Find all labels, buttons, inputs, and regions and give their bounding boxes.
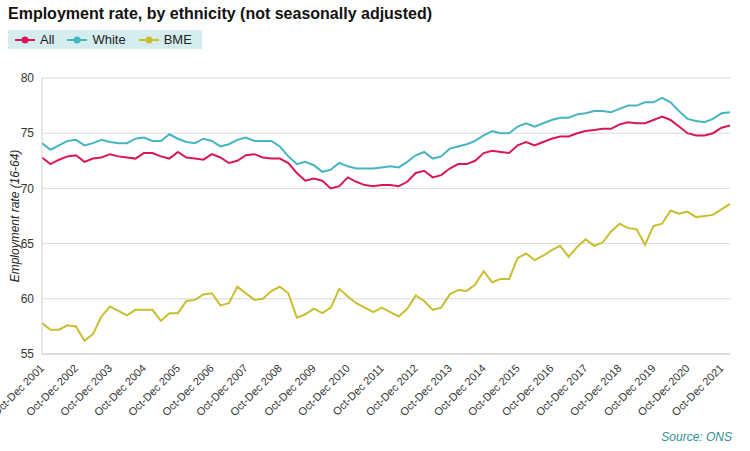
svg-text:Oct-Dec 2013: Oct-Dec 2013 — [397, 361, 454, 419]
html-text:BME: BME — [163, 32, 192, 47]
svg-text:Oct-Dec 2004: Oct-Dec 2004 — [91, 361, 149, 419]
svg-text:Employment rate (16-64): Employment rate (16-64) — [8, 150, 22, 283]
svg-text:Oct-Dec 2008: Oct-Dec 2008 — [227, 361, 285, 419]
svg-text:55: 55 — [21, 347, 35, 361]
svg-text:Oct-Dec 2018: Oct-Dec 2018 — [567, 361, 624, 419]
svg-text:Oct-Dec 2006: Oct-Dec 2006 — [159, 361, 217, 419]
svg-text:Oct-Dec 2020: Oct-Dec 2020 — [635, 361, 692, 419]
svg-text:75: 75 — [21, 126, 35, 140]
svg-text:Oct-Dec 2016: Oct-Dec 2016 — [499, 361, 556, 419]
svg-text:Oct-Dec 2012: Oct-Dec 2012 — [363, 361, 420, 419]
svg-text:Oct-Dec 2014: Oct-Dec 2014 — [431, 361, 488, 419]
svg-text:Oct-Dec 2021: Oct-Dec 2021 — [669, 362, 725, 418]
svg-text:Oct-Dec 2003: Oct-Dec 2003 — [57, 361, 115, 419]
svg-text:Oct-Dec 2011: Oct-Dec 2011 — [330, 361, 386, 418]
html-text:Employment rate, by ethnicity: Employment rate, by ethnicity (not seaso… — [8, 5, 433, 22]
svg-text:70: 70 — [21, 182, 35, 196]
svg-text:Oct-Dec 2019: Oct-Dec 2019 — [601, 361, 658, 419]
svg-text:65: 65 — [21, 237, 35, 251]
html-text:All: All — [40, 32, 55, 47]
svg-text:Oct-Dec 2015: Oct-Dec 2015 — [465, 361, 522, 419]
svg-text:Oct-Dec 2007: Oct-Dec 2007 — [193, 361, 251, 419]
svg-text:60: 60 — [21, 292, 35, 306]
html-text:Source: ONS: Source: ONS — [661, 430, 732, 444]
html-text:White: White — [92, 32, 126, 47]
svg-text:Oct-Dec 2010: Oct-Dec 2010 — [295, 361, 352, 419]
svg-text:Oct-Dec 2009: Oct-Dec 2009 — [261, 361, 318, 419]
svg-text:80: 80 — [21, 71, 35, 85]
svg-text:Oct-Dec 2002: Oct-Dec 2002 — [23, 361, 81, 419]
svg-text:Oct-Dec 2005: Oct-Dec 2005 — [125, 361, 183, 419]
svg-text:Oct-Dec 2017: Oct-Dec 2017 — [533, 361, 590, 419]
